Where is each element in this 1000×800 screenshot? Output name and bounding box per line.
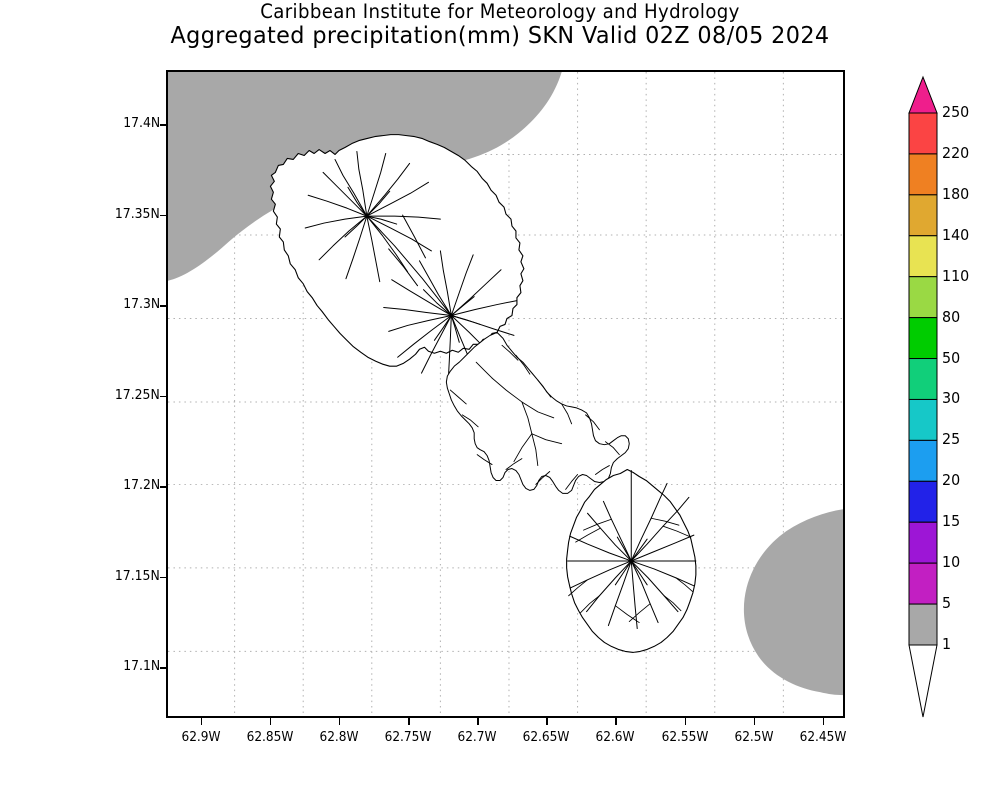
colorbar-segment[interactable] <box>908 521 938 564</box>
colorbar-tick-label: 180 <box>942 184 970 203</box>
institute-title: Caribbean Institute for Meteorology and … <box>260 0 740 23</box>
y-axis-tick-label: 17.3N <box>123 296 160 313</box>
x-axis-tick-mark <box>753 718 756 725</box>
colorbar-segment[interactable] <box>908 603 938 646</box>
colorbar-segment[interactable] <box>908 439 938 482</box>
y-axis-tick-label: 17.25N <box>115 386 160 403</box>
saint-kitts-southeast-peninsula <box>445 331 630 494</box>
colorbar-segment[interactable] <box>908 112 938 155</box>
map-plot-area[interactable] <box>166 70 845 718</box>
precipitation-shading-1-5mm <box>168 72 843 696</box>
y-axis-tick-mark <box>160 486 167 488</box>
colorbar-segment[interactable] <box>908 317 938 360</box>
colorbar-tick-label: 220 <box>942 143 970 162</box>
x-axis-tick-label: 62.65W <box>522 729 570 745</box>
x-axis-tick-label: 62.7W <box>457 729 497 745</box>
y-axis-tick-label: 17.2N <box>123 477 160 494</box>
x-axis-tick-mark <box>408 718 410 725</box>
x-axis-tick-label: 62.6W <box>595 729 635 745</box>
colorbar-arrow-top <box>908 75 938 114</box>
y-axis-tick-label: 17.15N <box>115 567 160 584</box>
x-axis-tick-label: 62.9W <box>181 729 221 745</box>
x-axis-tick-label: 62.55W <box>661 729 708 745</box>
colorbar-tick-label: 1 <box>942 635 952 653</box>
x-axis-tick-mark <box>477 718 479 725</box>
y-axis-tick-mark <box>160 395 167 398</box>
colorbar-segment[interactable] <box>908 153 938 196</box>
y-axis-tick-mark <box>160 576 167 579</box>
colorbar-tick-label: 80 <box>942 307 961 326</box>
colorbar-tick-label: 5 <box>942 594 952 613</box>
chart-title-block: Caribbean Institute for Meteorology and … <box>0 0 1000 49</box>
colorbar-arrow-bottom <box>908 644 938 718</box>
x-axis-tick-label: 62.8W <box>319 729 359 745</box>
x-axis-tick-mark <box>200 718 203 725</box>
nevis-island <box>566 468 697 653</box>
x-axis-tick-label: 62.45W <box>799 729 847 745</box>
colorbar-tick-label: 250 <box>942 103 970 121</box>
x-axis-tick-mark <box>546 718 548 725</box>
colorbar-swatches <box>908 75 938 718</box>
y-axis-tick-label: 17.35N <box>115 205 160 222</box>
saint-kitts-island <box>269 134 525 380</box>
x-axis-tick-mark <box>338 718 341 725</box>
y-axis-tick-mark <box>160 124 167 126</box>
colorbar-segment[interactable] <box>908 194 938 237</box>
x-axis-tick-mark <box>684 718 687 725</box>
x-axis-tick-mark <box>269 718 272 725</box>
y-axis-tick-mark <box>160 667 167 669</box>
colorbar-tick-label: 10 <box>942 553 961 572</box>
y-axis-tick-mark <box>160 214 167 217</box>
colorbar-tick-label: 110 <box>942 266 970 285</box>
y-axis-tick-label: 17.4N <box>123 115 160 132</box>
x-axis-tick-label: 62.5W <box>734 729 774 745</box>
colorbar-tick-label: 25 <box>942 430 961 449</box>
colorbar-segment[interactable] <box>908 398 938 441</box>
page-title: Aggregated precipitation(mm) SKN Valid 0… <box>170 21 830 49</box>
x-axis-tick-label: 62.85W <box>246 729 294 745</box>
colorbar-segment[interactable] <box>908 358 938 400</box>
x-axis-tick-label: 62.75W <box>384 729 432 745</box>
x-axis-tick-mark <box>822 718 825 725</box>
colorbar-tick-label: 30 <box>942 389 961 408</box>
colorbar[interactable]: 250 220 180 140 110 80 50 30 25 20 15 10 5 1 <box>905 75 1000 725</box>
colorbar-tick-label: 140 <box>942 225 970 244</box>
colorbar-segment[interactable] <box>908 276 938 319</box>
colorbar-segment[interactable] <box>908 562 938 605</box>
precipitation-map-canvas <box>168 72 843 716</box>
x-axis-tick-mark <box>615 718 617 725</box>
y-axis-tick-label: 17.1N <box>123 658 160 675</box>
colorbar-tick-label: 20 <box>942 471 961 490</box>
colorbar-tick-label: 50 <box>942 348 961 367</box>
colorbar-segment[interactable] <box>908 235 938 278</box>
y-axis-labels: 17.4N 17.35N 17.3N 17.25N 17.2N 17.15N 17.1N <box>60 0 160 800</box>
y-axis-tick-mark <box>160 305 167 307</box>
colorbar-tick-label: 15 <box>942 512 961 531</box>
colorbar-segment[interactable] <box>908 480 938 523</box>
